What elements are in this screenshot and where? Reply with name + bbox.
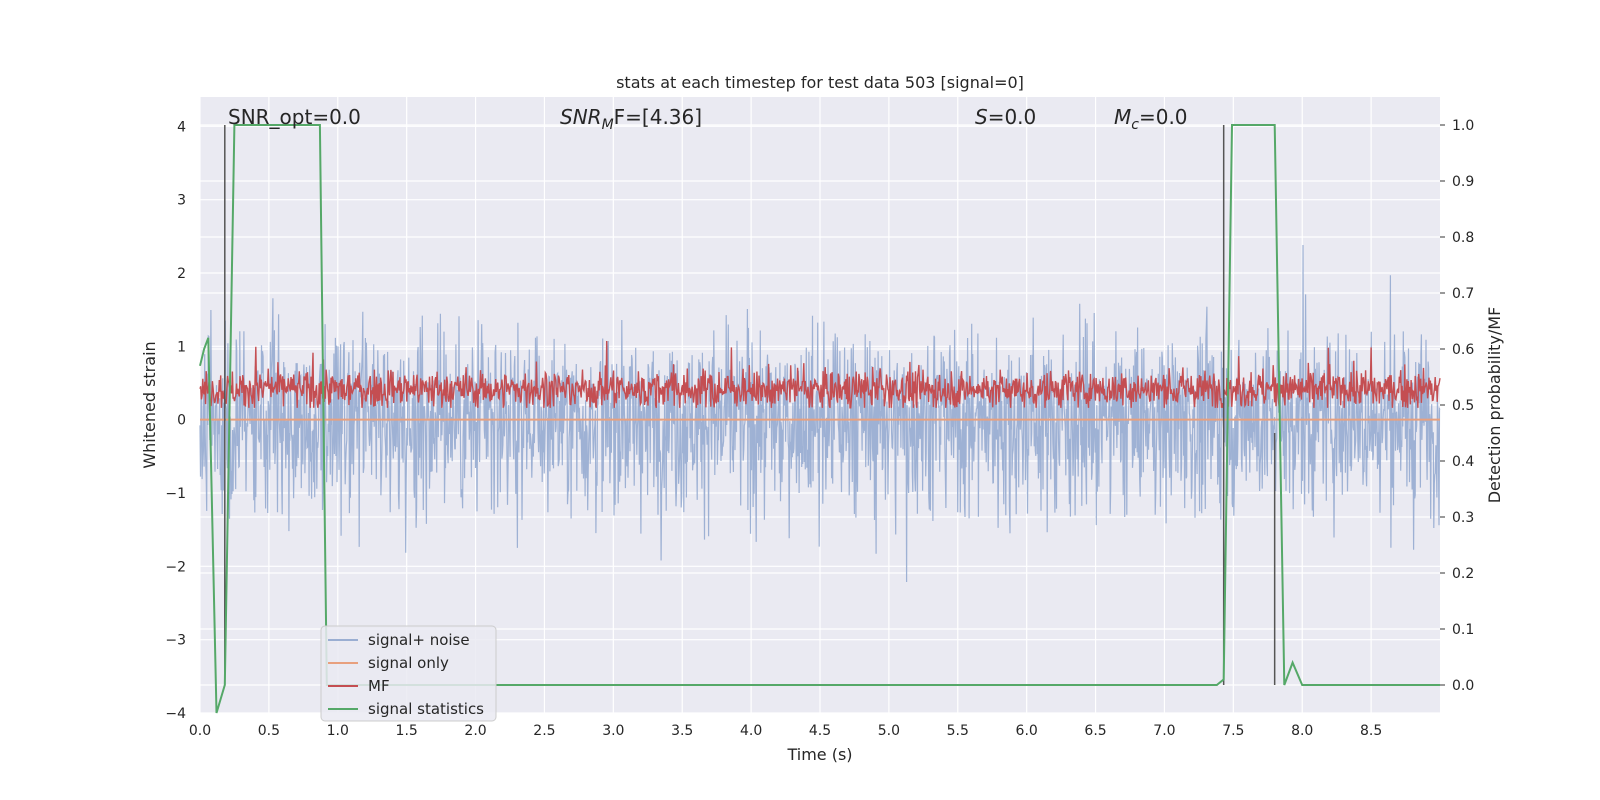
y2-tick-label: 0.5 — [1452, 398, 1474, 414]
series-signal-statistics — [199, 124, 1440, 714]
x-tick-label: 3.5 — [671, 723, 693, 739]
y2-tick-label: 1.0 — [1452, 118, 1474, 134]
annotation-mc-base: M — [1114, 105, 1131, 129]
x-tick-label: 7.0 — [1153, 723, 1175, 739]
annotation-snr-opt: SNR_opt=0.0 — [228, 105, 361, 129]
annotation-snr-mf-rest: F=[4.36] — [614, 105, 702, 129]
x-tick-label: 3.0 — [602, 723, 624, 739]
y2-tick-label: 0.2 — [1452, 566, 1474, 582]
legend-label-signal-statistics: signal statistics — [368, 700, 484, 718]
annotation-mc-rest: =0.0 — [1139, 105, 1188, 129]
annotation-mc-sub: c — [1131, 117, 1139, 133]
y-axis-label: Whitened strain — [140, 341, 159, 468]
y-tick-label: 2 — [177, 266, 186, 282]
series-mf — [199, 340, 1441, 409]
legend: signal+ noise signal only MF signal stat… — [320, 625, 497, 722]
x-tick-label: 8.5 — [1360, 723, 1382, 739]
y-tick-label: −1 — [165, 486, 186, 502]
annotation-snr-mf-sub: M — [602, 117, 614, 133]
y2-tick-label: 0.4 — [1452, 454, 1474, 470]
legend-label-signal-noise: signal+ noise — [368, 631, 470, 649]
y2-tick-label: 0.1 — [1452, 622, 1474, 638]
y-tick-label: −2 — [165, 559, 186, 575]
annotation-mc: Mc=0.0 — [1114, 105, 1188, 133]
y2-tick-label: 0.3 — [1452, 510, 1474, 526]
x-tick-label: 2.0 — [464, 723, 486, 739]
x-tick-label: 8.0 — [1291, 723, 1313, 739]
x-tick-label: 5.0 — [878, 723, 900, 739]
plot-content — [199, 124, 1441, 714]
y-tick-label: 3 — [177, 193, 186, 209]
legend-label-signal-only: signal only — [368, 654, 449, 672]
x-tick-label: 0.0 — [189, 723, 211, 739]
y-tick-label: −4 — [165, 706, 186, 722]
y-tick-label: 4 — [177, 119, 186, 135]
y2-tick-label: 0.6 — [1452, 342, 1474, 358]
y-tick-label: 0 — [177, 413, 186, 429]
x-tick-label: 2.5 — [533, 723, 555, 739]
y2-tick-label: 0.8 — [1452, 230, 1474, 246]
y2-axis-ticks: 1.0 0.9 0.8 0.7 0.6 0.5 0.4 0.3 0.2 0.1 0.0 — [1440, 118, 1474, 694]
y2-tick-label: 0.9 — [1452, 174, 1474, 190]
x-axis-ticks: 0.0 0.5 1.0 1.5 2.0 2.5 3.0 3.5 4.0 4.5 5.0 5.5 6.0 6… — [189, 723, 1382, 739]
annotations: SNR_opt=0.0 SNRMF=[4.36] S=0.0 Mc=0.0 — [228, 105, 1188, 133]
annotation-snr-mf-base: SNR — [560, 105, 602, 129]
y2-axis-label: Detection probability/MF — [1485, 307, 1504, 504]
x-tick-label: 0.5 — [258, 723, 280, 739]
annotation-s: S=0.0 — [975, 105, 1036, 129]
x-tick-label: 5.5 — [947, 723, 969, 739]
annotation-s-base: S — [975, 105, 988, 129]
x-axis-label: Time (s) — [786, 745, 852, 764]
x-tick-label: 4.0 — [740, 723, 762, 739]
annotation-snr-mf: SNRMF=[4.36] — [560, 105, 702, 133]
chart-title: stats at each timestep for test data 503… — [616, 73, 1024, 92]
x-tick-label: 1.0 — [327, 723, 349, 739]
x-tick-label: 6.5 — [1084, 723, 1106, 739]
x-tick-label: 1.5 — [396, 723, 418, 739]
series-signal-noise — [199, 244, 1441, 583]
annotation-s-rest: =0.0 — [988, 105, 1037, 129]
x-tick-label: 6.0 — [1016, 723, 1038, 739]
y-axis-ticks: 4 3 2 1 0 −1 −2 −3 −4 — [165, 119, 186, 722]
y-tick-label: 1 — [177, 339, 186, 355]
legend-frame — [320, 625, 497, 722]
legend-label-mf: MF — [368, 677, 390, 695]
x-tick-label: 7.5 — [1222, 723, 1244, 739]
x-tick-label: 4.5 — [809, 723, 831, 739]
y2-tick-label: 0.0 — [1452, 678, 1474, 694]
y-tick-label: −3 — [165, 633, 186, 649]
y2-tick-label: 0.7 — [1452, 286, 1474, 302]
